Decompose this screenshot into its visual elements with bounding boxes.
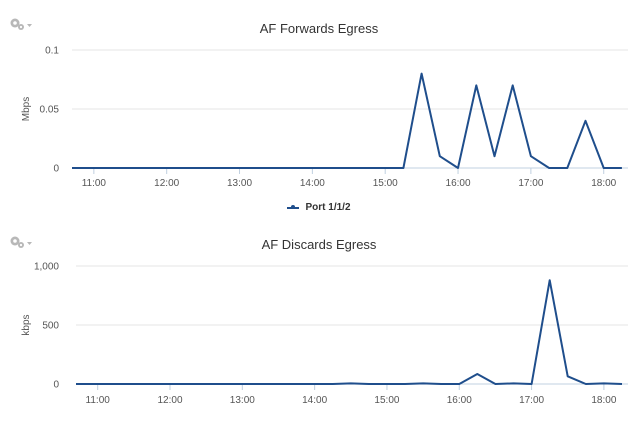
x-tick-label: 16:00 [446,178,471,189]
x-tick-label: 16:00 [447,395,472,406]
x-tick-label: 14:00 [300,178,325,189]
chart-title: AF Discards Egress [261,237,377,252]
y-tick-label: 0 [53,380,59,391]
x-tick-label: 18:00 [591,395,616,406]
y-tick-label: 0.05 [40,105,60,116]
line-chart-forwards: 0 0.05 0.1 11:00 12:00 13:00 14:00 15:00 16:00 17… [21,46,628,189]
x-tick-label: 11:00 [82,178,107,189]
y-tick-label: 0 [53,164,59,175]
chart-panel-forwards: AF Forwards Egress 0 0.05 0.1 11:00 12:00 13:… [0,15,638,213]
x-tick-label: 15:00 [374,395,399,406]
x-tick-label: 17:00 [519,395,544,406]
y-axis-title: Mbps [21,97,32,121]
y-axis-title: kbps [21,314,32,335]
y-tick-label: 500 [42,321,59,332]
legend-label: Port 1/1/2 [305,202,351,213]
x-tick-label: 12:00 [157,395,182,406]
x-tick-label: 15:00 [373,178,398,189]
x-tick-label: 11:00 [86,395,111,406]
x-tick-label: 13:00 [230,395,255,406]
series-line[interactable] [76,279,623,385]
chart-panel-discards: AF Discards Egress 0 500 1,000 11:00 12:00 13… [0,216,638,421]
y-tick-label: 0.1 [45,46,59,57]
chevron-down-icon [27,24,32,27]
x-tick-label: 14:00 [302,395,327,406]
gear-icon [10,18,32,30]
chart-settings-button[interactable] [8,15,36,33]
x-tick-label: 18:00 [591,178,616,189]
legend-swatch [287,204,300,209]
chart-title: AF Forwards Egress [259,21,379,36]
x-tick-label: 12:00 [154,178,179,189]
line-chart-discards: 0 500 1,000 11:00 12:00 13:00 14:00 15:00 16:00 1… [21,262,628,406]
chevron-down-icon [27,242,32,245]
x-tick-label: 17:00 [518,178,543,189]
chart-settings-button[interactable] [8,233,36,251]
legend-item[interactable]: Port 1/1/2 [0,202,638,213]
x-tick-label: 13:00 [227,178,252,189]
y-tick-label: 1,000 [34,262,59,273]
gear-icon [10,236,32,248]
series-line[interactable] [72,72,622,169]
